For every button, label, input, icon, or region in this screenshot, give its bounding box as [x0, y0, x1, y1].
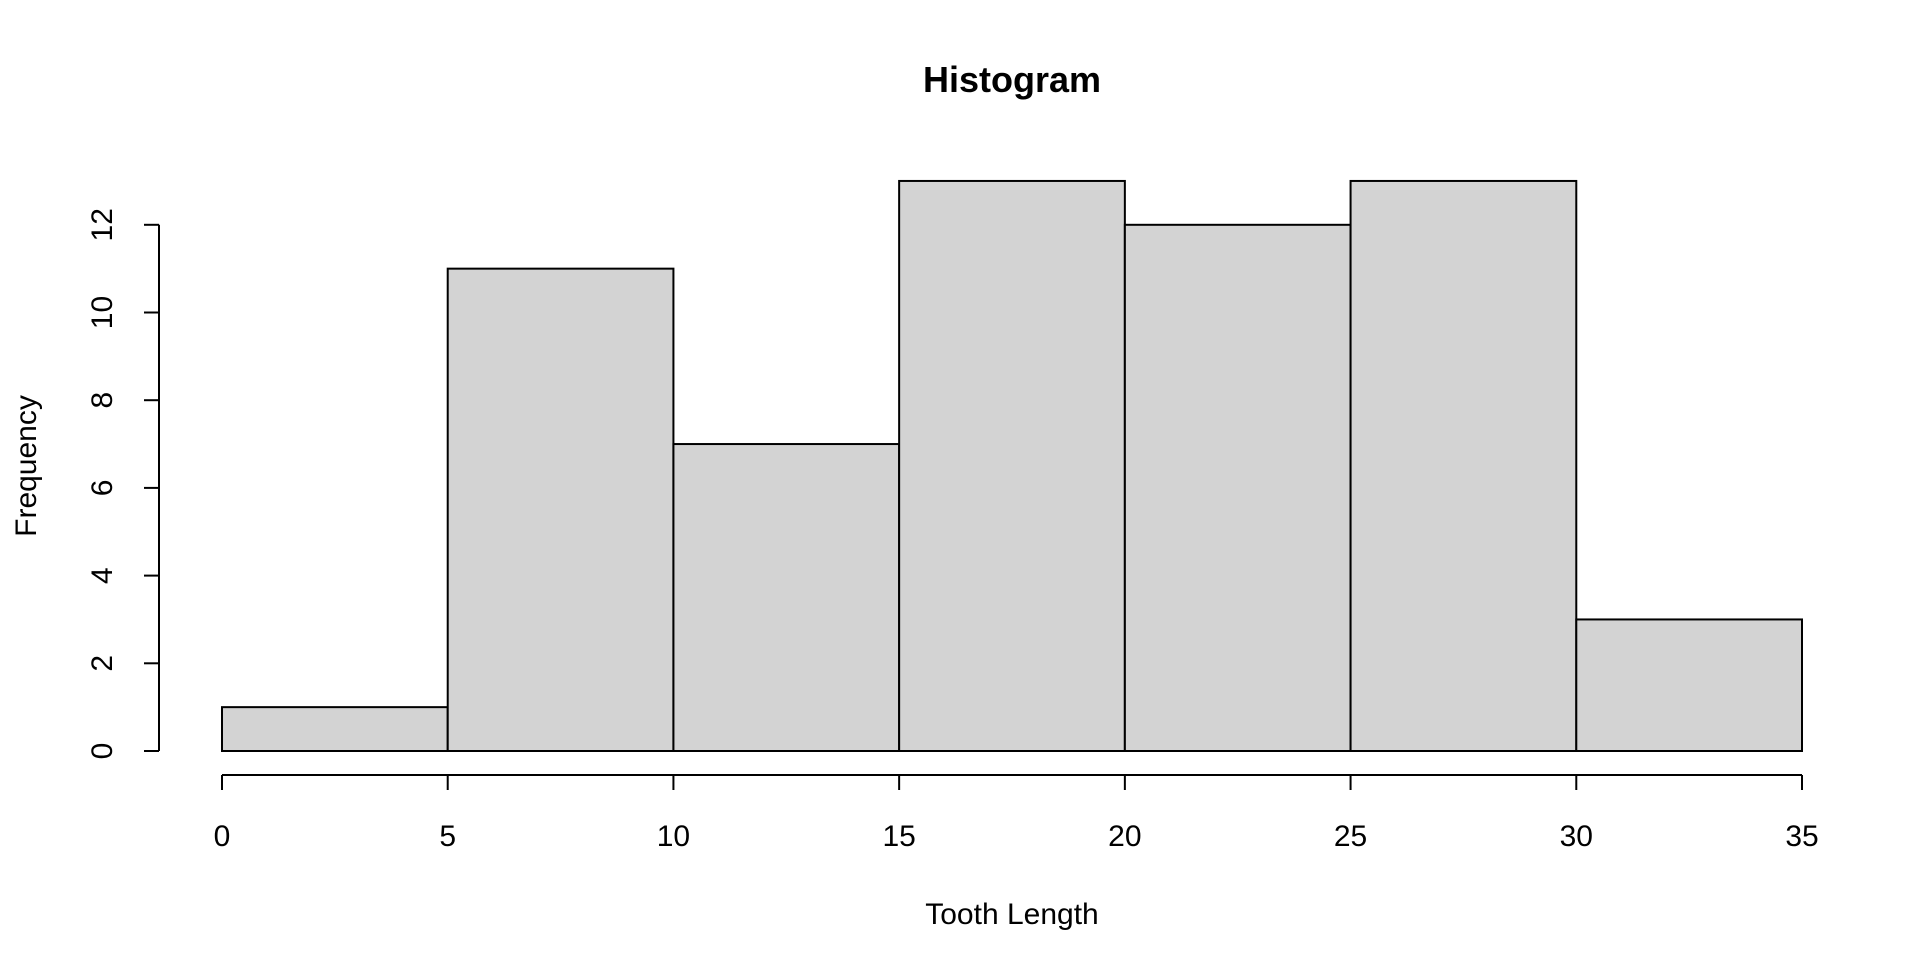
x-tick-label: 10: [657, 820, 690, 853]
histogram-bar: [1349, 179, 1578, 752]
histogram-bar: [221, 706, 449, 753]
y-tick-label: 0: [86, 743, 119, 760]
x-tick-label: 0: [214, 820, 231, 853]
x-axis: 0 5 10 15 20 25 30 35: [214, 774, 1819, 853]
bars-group: [221, 179, 1804, 753]
x-tick-label: 5: [439, 820, 456, 853]
y-axis-label: Frequency: [10, 395, 43, 537]
chart-title: Histogram: [923, 59, 1101, 100]
y-tick-label: 4: [86, 567, 119, 584]
y-tick-label: 6: [86, 480, 119, 497]
histogram-bar: [446, 267, 675, 752]
x-tick-label: 35: [1785, 820, 1818, 853]
x-axis-label: Tooth Length: [925, 898, 1098, 931]
histogram-bar: [1575, 618, 1804, 753]
histogram-bar: [898, 179, 1126, 752]
x-tick-label: 30: [1560, 820, 1593, 853]
y-tick-label: 12: [86, 208, 119, 241]
y-tick-label: 2: [86, 655, 119, 672]
x-tick-label: 15: [882, 820, 915, 853]
histogram-bar: [1123, 223, 1352, 753]
histogram-bar: [672, 443, 901, 752]
y-tick-label: 8: [86, 392, 119, 409]
x-tick-label: 25: [1334, 820, 1367, 853]
y-tick-label: 10: [86, 296, 119, 329]
y-axis: 0 2 4 6 8 10 12: [86, 208, 160, 760]
x-tick-label: 20: [1108, 820, 1141, 853]
